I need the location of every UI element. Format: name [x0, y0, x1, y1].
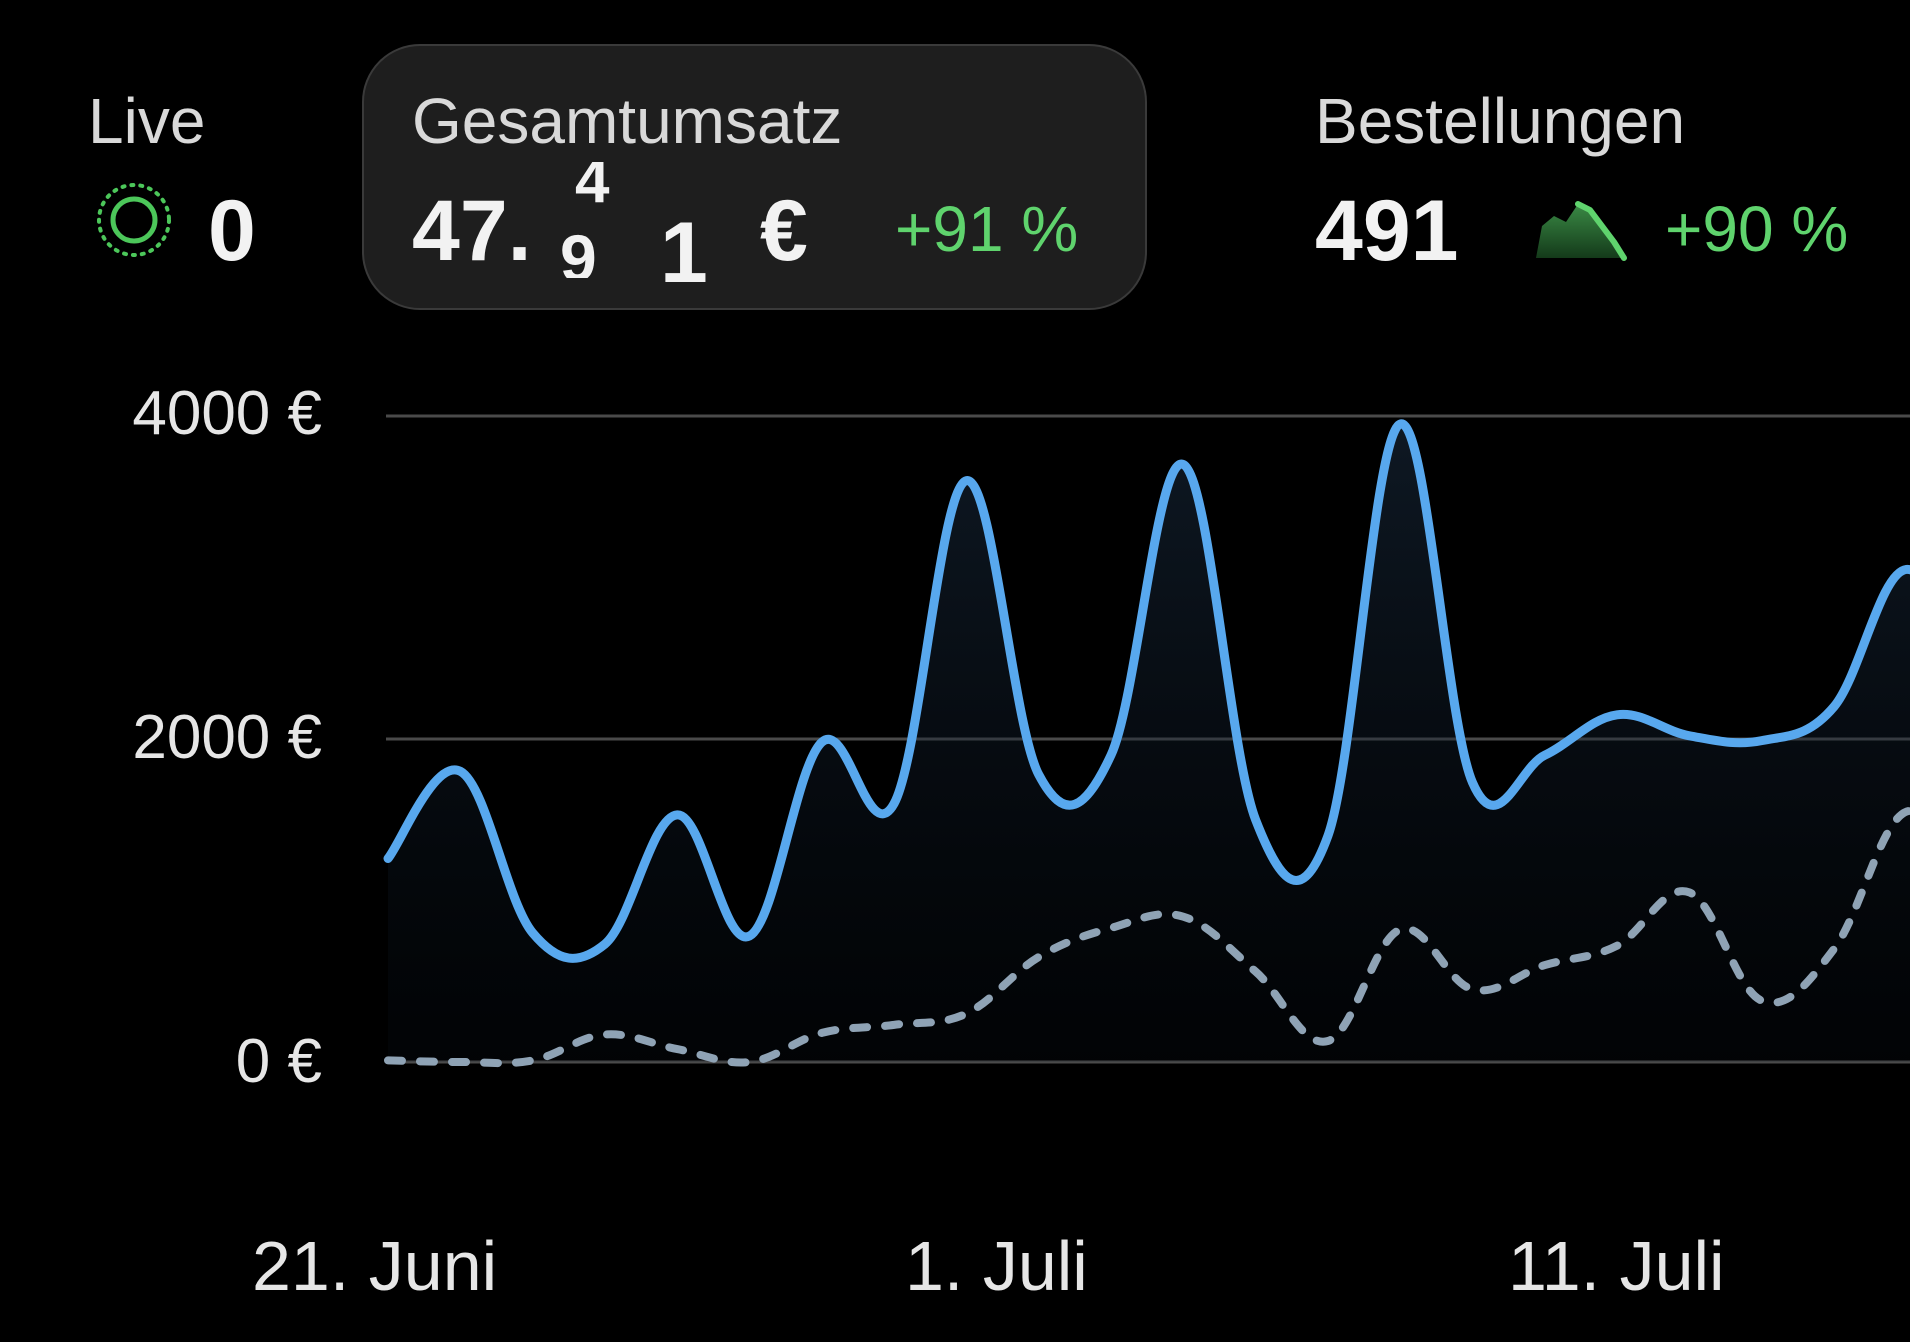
live-value: 0: [208, 183, 256, 279]
revenue-rolling-digit-top: 4: [575, 147, 610, 216]
revenue-rolling-digit-bottom: 9: [560, 221, 597, 295]
revenue-currency: €: [760, 183, 808, 279]
orders-value: 491: [1315, 183, 1459, 279]
revenue-value-last: 1: [660, 205, 708, 301]
revenue-card[interactable]: [362, 44, 1147, 310]
live-ring-icon: [97, 183, 171, 257]
live-label: Live: [88, 85, 206, 157]
x-tick-11-juli: 11. Juli: [1508, 1227, 1725, 1305]
revenue-label: Gesamtumsatz: [412, 85, 843, 157]
orders-change: +90 %: [1665, 193, 1849, 265]
x-tick-21-juni: 21. Juni: [252, 1227, 498, 1305]
current-series-line: [383, 419, 1910, 963]
orders-label: Bestellungen: [1315, 85, 1686, 157]
comparison-series-line: [384, 807, 1910, 1068]
y-tick-0: 0 €: [235, 1027, 322, 1096]
revenue-change: +91 %: [895, 193, 1079, 265]
revenue-value-prefix: 47.: [412, 183, 532, 279]
sparkline-icon: [1536, 201, 1627, 261]
x-tick-1-juli: 1. Juli: [905, 1227, 1088, 1305]
y-tick-4000: 4000 €: [132, 379, 322, 448]
y-tick-2000: 2000 €: [132, 703, 322, 772]
revenue-area-fill: [388, 424, 1910, 1062]
